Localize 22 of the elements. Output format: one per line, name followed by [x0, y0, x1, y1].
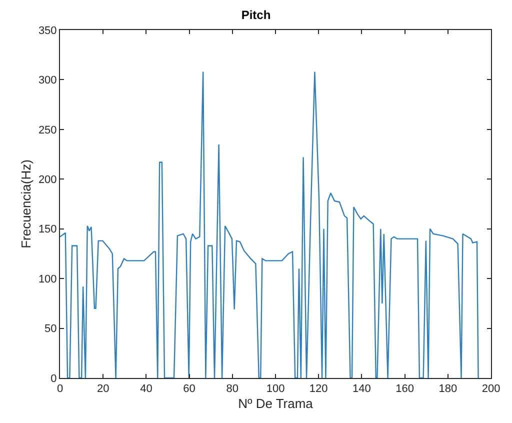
y-tick-label: 0 — [50, 372, 57, 385]
y-tick-label: 300 — [38, 74, 57, 87]
y-tick-label: 150 — [38, 224, 57, 236]
x-tick-label: 200 — [482, 383, 500, 396]
x-tick-label: 20 — [96, 383, 110, 396]
x-tick-label: 60 — [183, 383, 196, 396]
x-tick-label: 120 — [309, 383, 328, 396]
chart-title: Pitch — [241, 8, 271, 22]
x-tick-label: 180 — [438, 383, 458, 396]
y-tick-label: 250 — [38, 124, 57, 136]
y-tick-label: 100 — [38, 273, 57, 286]
x-tick-label: 140 — [352, 383, 371, 396]
y-axis-title: Frecuencia(Hz) — [18, 160, 34, 248]
y-tick-label: 200 — [38, 174, 57, 186]
x-tick-label: 100 — [266, 383, 285, 396]
y-tick-label: 50 — [44, 323, 57, 336]
y-tick-label: 350 — [38, 24, 57, 37]
x-tick-label: 160 — [396, 383, 414, 396]
x-tick-label: 80 — [226, 383, 239, 396]
x-axis-title: Nº De Trama — [238, 396, 314, 411]
x-tick-label: 40 — [140, 383, 152, 396]
line-series — [60, 71, 479, 378]
